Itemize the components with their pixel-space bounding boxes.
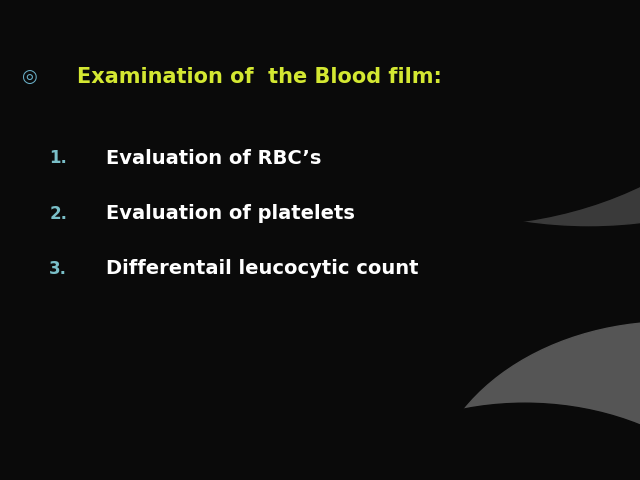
Text: Examination of  the Blood film:: Examination of the Blood film: [77, 67, 442, 87]
Circle shape [429, 322, 640, 480]
Text: Evaluation of RBC’s: Evaluation of RBC’s [106, 149, 321, 168]
Circle shape [282, 403, 640, 480]
Text: 2.: 2. [49, 204, 67, 223]
Circle shape [128, 0, 640, 226]
Text: 3.: 3. [49, 260, 67, 278]
Text: Evaluation of platelets: Evaluation of platelets [106, 204, 355, 223]
Text: 1.: 1. [49, 149, 67, 168]
Text: ◎: ◎ [21, 68, 36, 86]
Circle shape [256, 0, 640, 226]
Text: Differentail leucocytic count: Differentail leucocytic count [106, 259, 418, 278]
